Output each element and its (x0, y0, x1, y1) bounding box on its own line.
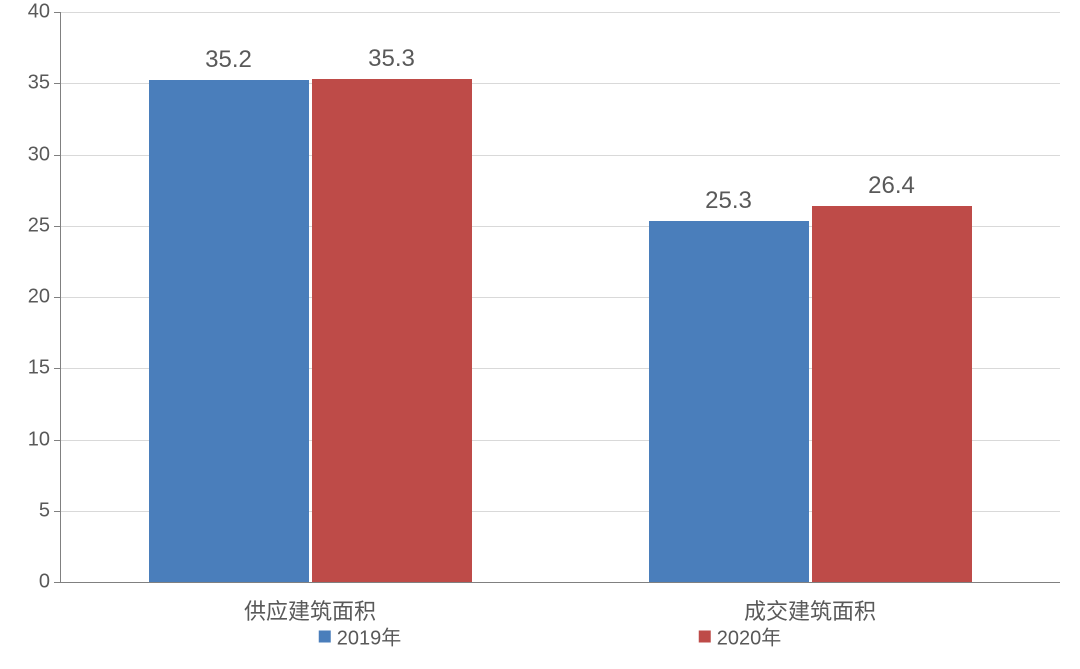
gridline (60, 12, 1060, 13)
legend-label: 2019年 (337, 622, 402, 651)
ytick-label: 30 (28, 143, 50, 166)
bar-value-label: 35.3 (368, 45, 415, 73)
bar (312, 79, 472, 582)
bar (812, 206, 972, 582)
legend-label: 2020年 (717, 622, 782, 651)
ytick-label: 10 (28, 428, 50, 451)
legend-swatch (319, 630, 331, 642)
bar (649, 221, 809, 582)
legend-item: 2019年 (319, 622, 402, 651)
plot-area: 051015202530354035.235.3供应建筑面积25.326.4成交… (60, 12, 1060, 582)
bar-value-label: 35.2 (205, 46, 252, 74)
ytick-label: 40 (28, 1, 50, 24)
ytick-label: 5 (39, 499, 50, 522)
legend-item: 2020年 (699, 622, 782, 651)
bar-value-label: 25.3 (705, 187, 752, 215)
bar-chart: 051015202530354035.235.3供应建筑面积25.326.4成交… (0, 0, 1080, 669)
ytick-label: 35 (28, 72, 50, 95)
x-axis (60, 582, 1060, 583)
y-axis (60, 12, 61, 582)
bar-value-label: 26.4 (868, 172, 915, 200)
ytick-label: 20 (28, 286, 50, 309)
ytick-label: 25 (28, 214, 50, 237)
bar (149, 80, 309, 582)
ytick-label: 0 (39, 571, 50, 594)
ytick-label: 15 (28, 357, 50, 380)
legend-swatch (699, 630, 711, 642)
